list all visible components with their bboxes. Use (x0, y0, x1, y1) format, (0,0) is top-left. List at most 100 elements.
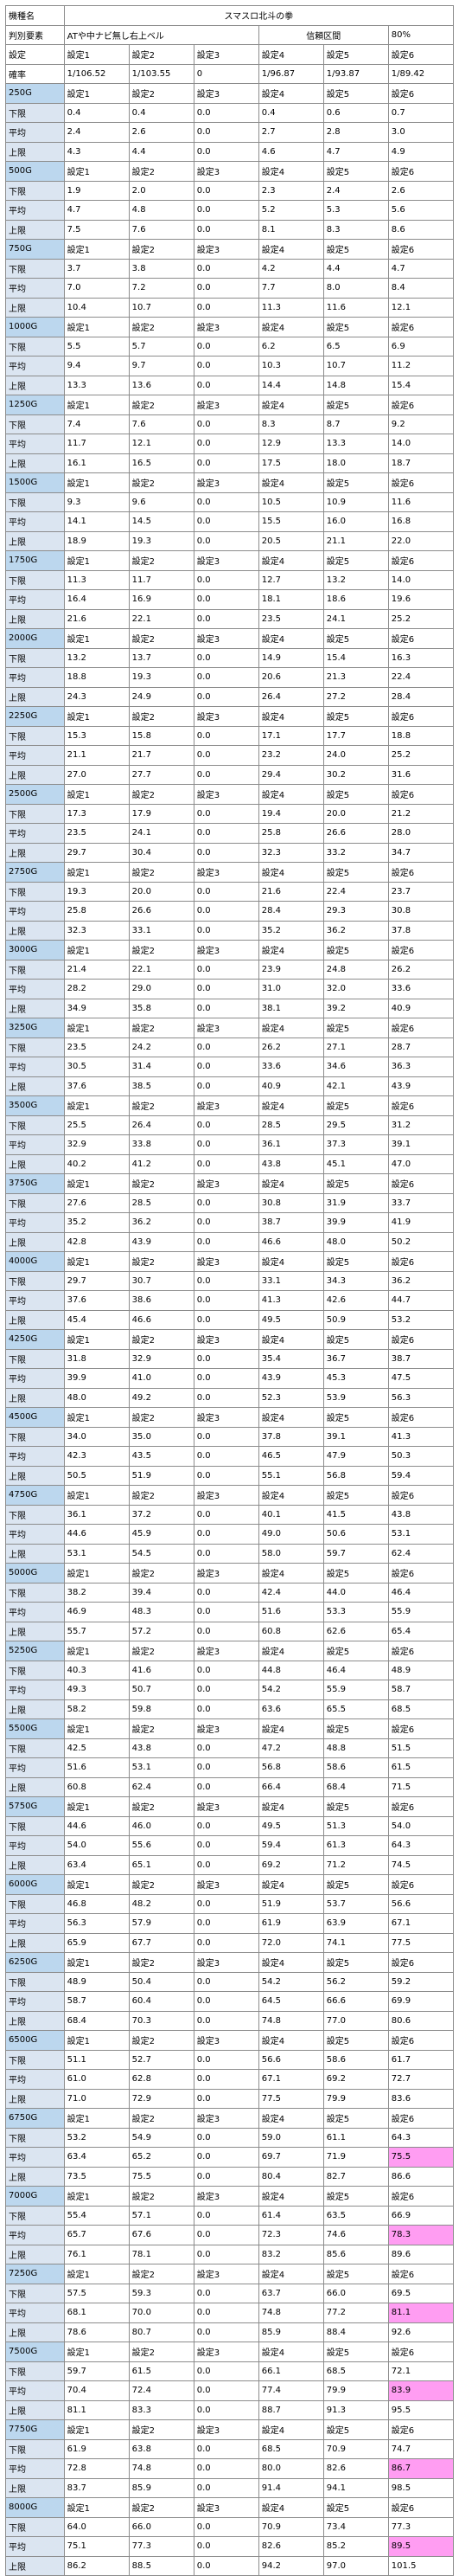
value-cell: 29.5 (322, 1115, 389, 1135)
value-cell: 71.0 (63, 2088, 130, 2109)
row-label-upper: 上限 (5, 2166, 65, 2187)
section-header-row: 3750G 設定1 設定2 設定3 設定4 設定5 設定6 (5, 1173, 455, 1194)
section-setting-cell: 設定1 (63, 1718, 130, 1739)
value-cell: 45.3 (322, 1368, 389, 1389)
value-cell: 0.0 (193, 901, 259, 922)
value-cell: 29.0 (128, 979, 194, 999)
row-label-upper: 上限 (5, 1387, 65, 1408)
value-cell: 35.0 (128, 1426, 194, 1447)
value-cell: 25.8 (63, 901, 130, 922)
row-label-lower: 下限 (5, 725, 65, 746)
table-row-upper: 上限 55.7 57.2 0.0 60.8 62.6 65.4 (5, 1621, 455, 1641)
value-cell: 30.5 (63, 1057, 130, 1077)
section-setting-cell: 設定2 (128, 1018, 194, 1038)
section-header-row: 6250G 設定1 設定2 設定3 設定4 設定5 設定6 (5, 1952, 455, 1973)
value-cell: 50.5 (63, 1465, 130, 1486)
value-cell: 57.2 (128, 1621, 194, 1641)
table-row-upper: 上限 73.5 75.5 0.0 80.4 82.7 86.6 (5, 2166, 455, 2187)
section-setting-cell: 設定6 (387, 940, 455, 960)
section-header-row: 7250G 設定1 設定2 設定3 設定4 設定5 設定6 (5, 2264, 455, 2284)
value-cell: 30.8 (387, 901, 455, 922)
section-setting-cell: 設定4 (258, 706, 324, 727)
value-cell: 75.1 (63, 2536, 130, 2557)
table-row-upper: 上限 53.1 54.5 0.0 58.0 59.7 62.4 (5, 1543, 455, 1564)
value-cell: 94.2 (258, 2555, 324, 2576)
section-setting-cell: 設定5 (322, 317, 389, 337)
value-cell: 24.3 (63, 686, 130, 707)
row-label-avg: 平均 (5, 2458, 65, 2479)
table-row-upper: 上限 48.0 49.2 0.0 52.3 53.9 56.3 (5, 1387, 455, 1408)
value-cell: 0.0 (193, 725, 259, 746)
value-cell: 48.8 (322, 1738, 389, 1758)
game-count-cell: 6000G (5, 1874, 65, 1895)
value-cell: 42.3 (63, 1446, 130, 1467)
section-setting-cell: 設定3 (193, 1173, 259, 1194)
value-cell: 65.7 (63, 2225, 130, 2245)
value-cell: 72.0 (258, 1932, 324, 1953)
value-cell: 88.7 (258, 2399, 324, 2420)
section-setting-cell: 設定2 (128, 2419, 194, 2440)
section-setting-cell: 設定6 (387, 1718, 455, 1739)
value-cell: 21.1 (63, 745, 130, 766)
row-label-avg: 平均 (5, 1680, 65, 1700)
value-cell: 7.7 (258, 278, 324, 299)
value-cell: 39.9 (63, 1368, 130, 1389)
value-cell: 16.1 (63, 453, 130, 473)
value-cell: 83.7 (63, 2477, 130, 2498)
table-row-upper: 上限 24.3 24.9 0.0 26.4 27.2 28.4 (5, 686, 455, 707)
value-cell: 0.0 (193, 1057, 259, 1077)
value-cell: 28.5 (128, 1192, 194, 1213)
value-cell: 71.9 (322, 2147, 389, 2168)
value-cell: 0.0 (193, 122, 259, 143)
value-cell: 47.5 (387, 1368, 455, 1389)
value-cell: 19.3 (128, 530, 194, 551)
section-setting-cell: 設定2 (128, 1095, 194, 1116)
section-setting-cell: 設定2 (128, 862, 194, 883)
section-setting-cell: 設定3 (193, 472, 259, 493)
value-cell: 55.9 (387, 1602, 455, 1622)
section-setting-cell: 設定1 (63, 472, 130, 493)
value-cell: 71.5 (387, 1776, 455, 1797)
value-cell: 48.2 (128, 1893, 194, 1914)
row-label-upper: 上限 (5, 1776, 65, 1797)
value-cell: 20.5 (258, 530, 324, 551)
section-setting-cell: 設定6 (387, 83, 455, 104)
value-cell: 0.0 (193, 1680, 259, 1700)
value-cell: 40.9 (258, 1076, 324, 1096)
value-cell: 20.0 (128, 881, 194, 902)
value-cell: 50.4 (128, 1971, 194, 1992)
section-header-row: 6500G 設定1 設定2 設定3 設定4 設定5 設定6 (5, 2030, 455, 2051)
value-cell: 49.0 (258, 1524, 324, 1545)
section-setting-cell: 設定1 (63, 1485, 130, 1506)
value-cell: 4.2 (258, 258, 324, 279)
value-cell: 83.3 (128, 2399, 194, 2420)
value-cell: 0.0 (193, 2205, 259, 2226)
value-cell: 63.4 (63, 2147, 130, 2168)
value-cell: 8.3 (258, 414, 324, 434)
section-setting-cell: 設定2 (128, 1251, 194, 1272)
value-cell: 67.6 (128, 2225, 194, 2245)
value-cell: 77.3 (387, 2516, 455, 2537)
section-setting-cell: 設定2 (128, 472, 194, 493)
value-cell: 14.4 (258, 375, 324, 395)
value-cell: 21.1 (322, 530, 389, 551)
table-row-avg: 平均 28.2 29.0 0.0 31.0 32.0 33.6 (5, 979, 455, 999)
value-cell: 4.7 (322, 141, 389, 162)
table-row-lower: 下限 42.5 43.8 0.0 47.2 48.8 51.5 (5, 1738, 455, 1758)
value-cell: 13.2 (322, 569, 389, 590)
section-setting-cell: 設定4 (258, 395, 324, 415)
section-setting-cell: 設定1 (63, 1018, 130, 1038)
value-cell: 61.5 (128, 2361, 194, 2381)
section-header-row: 2000G 設定1 設定2 設定3 設定4 設定5 設定6 (5, 628, 455, 649)
row-label-upper: 上限 (5, 764, 65, 785)
setting-cell: 設定6 (387, 44, 455, 65)
value-cell: 29.7 (63, 842, 130, 863)
value-cell: 38.5 (128, 1076, 194, 1096)
value-cell: 61.9 (258, 1913, 324, 1934)
value-cell: 69.5 (387, 2283, 455, 2303)
value-cell: 0.0 (193, 2361, 259, 2381)
value-cell: 61.5 (387, 1757, 455, 1778)
value-cell: 26.2 (258, 1037, 324, 1057)
value-cell: 2.3 (258, 180, 324, 201)
row-label-avg: 平均 (5, 1835, 65, 1856)
